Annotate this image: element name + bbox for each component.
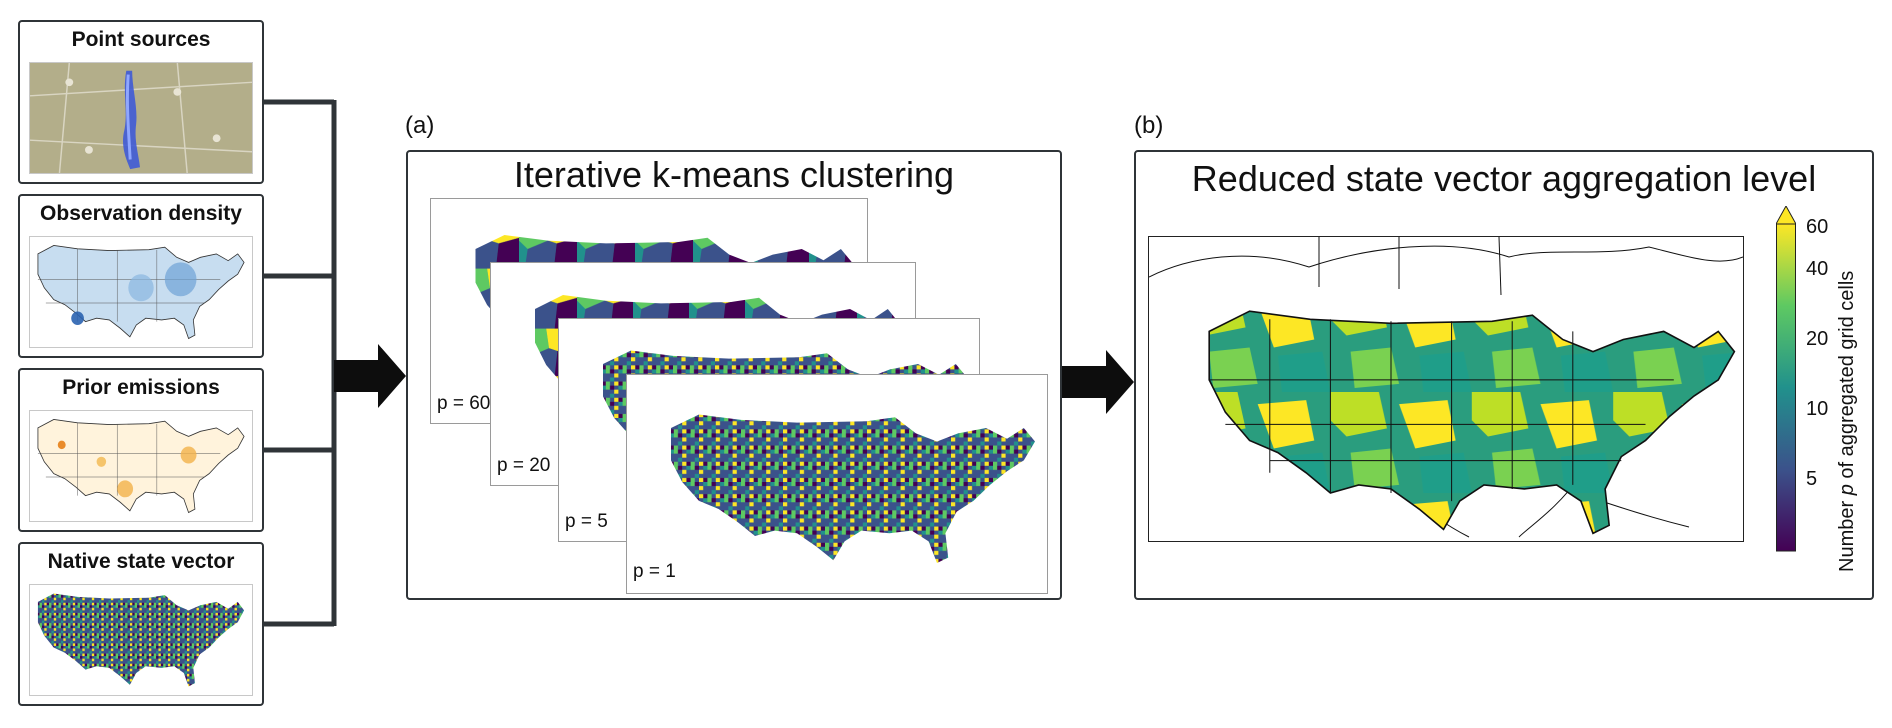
cluster-label: p = 60 — [437, 393, 491, 414]
input-panel-native-state-vector: Native state vector — [18, 542, 264, 706]
prior-emissions-map — [29, 410, 253, 522]
colorbar-tick: 20 — [1806, 328, 1829, 350]
colorbar-axis-title: Number p of aggregated grid cells — [1836, 271, 1859, 572]
colorbar — [1775, 204, 1797, 552]
input-panel-point-sources: Point sources — [18, 20, 264, 184]
panel-b: Reduced state vector aggregation level — [1134, 150, 1874, 600]
input-title: Observation density — [40, 202, 242, 225]
panel-b-title: Reduced state vector aggregation level — [1191, 158, 1817, 199]
input-title: Native state vector — [47, 550, 235, 573]
flow-arrow — [1062, 350, 1134, 414]
colorbar-tick: 40 — [1806, 258, 1829, 280]
panel-a: Iterative k-means clustering p = 60 p = … — [406, 150, 1062, 600]
input-title: Prior emissions — [62, 376, 220, 399]
input-panel-prior-emissions: Prior emissions — [18, 368, 264, 532]
panel-a-letter: (a) — [405, 112, 435, 139]
cluster-label: p = 1 — [633, 561, 676, 582]
panel-a-title: Iterative k-means clustering — [513, 154, 955, 195]
input-connector — [264, 99, 337, 627]
cluster-label: p = 20 — [497, 455, 551, 476]
flow-arrow — [334, 344, 406, 408]
cluster-card-p1: p = 1 — [626, 374, 1048, 594]
aggregation-map — [1148, 236, 1744, 542]
observation-density-map — [29, 236, 253, 348]
colorbar-title-prefix: Number — [1836, 495, 1858, 572]
input-title: Point sources — [71, 28, 211, 51]
colorbar-tick: 10 — [1806, 398, 1829, 420]
native-state-vector-map — [29, 584, 253, 696]
colorbar-tick: 5 — [1806, 468, 1818, 490]
input-panel-observation-density: Observation density — [18, 194, 264, 358]
colorbar-title-variable: p — [1836, 484, 1858, 496]
satellite-image — [29, 62, 253, 174]
cluster-label: p = 5 — [565, 511, 608, 532]
panel-b-letter: (b) — [1134, 112, 1164, 139]
colorbar-tick: 60 — [1806, 216, 1829, 238]
colorbar-title-suffix: of aggregated grid cells — [1836, 270, 1858, 485]
